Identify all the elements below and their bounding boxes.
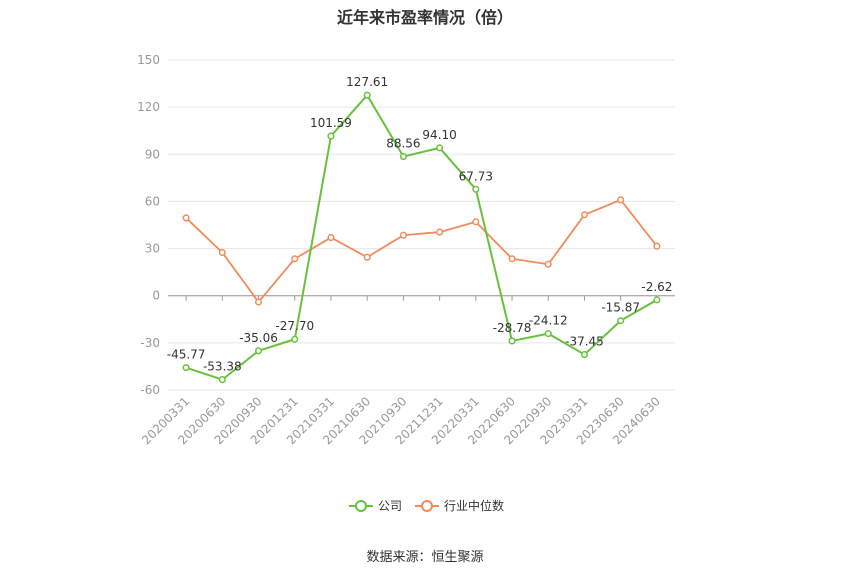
legend-marker (355, 500, 367, 512)
legend-item-industry: 行业中位数 (415, 498, 504, 513)
data-point-industry (182, 214, 190, 222)
data-point-company (653, 296, 661, 304)
data-point-industry (653, 242, 661, 250)
data-point-company (291, 335, 299, 343)
data-point-company (544, 330, 552, 338)
data-point-industry (254, 298, 263, 306)
data-point-company (508, 337, 516, 345)
y-tick-label: -60 (140, 383, 160, 397)
data-point-company (218, 376, 226, 384)
data-label: -15.87 (601, 301, 640, 315)
y-tick-label: 120 (137, 100, 160, 114)
data-point-industry (399, 231, 407, 239)
legend-item-company: 公司 (349, 499, 402, 513)
data-point-industry (508, 255, 516, 263)
data-point-company (327, 132, 335, 140)
data-label: -35.06 (239, 331, 278, 345)
data-label: 94.10 (422, 128, 456, 142)
data-label: 101.59 (310, 116, 352, 130)
data-label: 67.73 (459, 169, 493, 183)
data-label: 127.61 (346, 75, 388, 89)
legend-label: 公司 (378, 499, 402, 513)
y-tick-label: -30 (140, 336, 160, 350)
data-point-industry (472, 218, 480, 226)
data-point-industry (327, 234, 335, 242)
data-point-company (436, 144, 444, 152)
data-label: -28.78 (493, 321, 532, 335)
data-label-layer: -45.77-53.38 -35.06-27.70 101.59 127.61 88.5… (167, 75, 673, 373)
series-line-industry (185, 198, 658, 303)
data-label: -45.77 (167, 348, 206, 362)
data-point-industry (544, 260, 552, 268)
data-label: -53.38 (203, 360, 242, 374)
chart-title: 近年来市盈率情况（倍） (336, 8, 513, 27)
y-tick-label: 0 (152, 289, 160, 303)
series-layer (182, 91, 661, 384)
legend-marker (421, 500, 433, 512)
data-point-industry (363, 253, 371, 261)
data-point-company (580, 351, 589, 359)
data-point-company (182, 364, 190, 372)
data-point-industry (436, 228, 444, 236)
data-label: -24.12 (529, 314, 568, 328)
data-point-industry (580, 211, 589, 219)
data-point-company (363, 91, 371, 99)
y-tick-label: 60 (145, 194, 160, 208)
series-line-company (185, 94, 658, 381)
y-tick-label: 30 (145, 242, 160, 256)
data-point-industry (218, 248, 226, 257)
legend-label: 行业中位数 (444, 498, 504, 513)
data-label: -2.62 (641, 280, 672, 294)
legend: 公司 行业中位数 (349, 498, 504, 513)
data-point-company (617, 317, 625, 325)
y-tick-label: 150 (137, 53, 160, 67)
data-label: -27.70 (275, 319, 314, 333)
axis-layer: -60-300306090120150202003312020063020200… (137, 53, 675, 447)
data-label: 88.56 (386, 137, 420, 151)
data-point-company (254, 347, 263, 355)
data-point-company (399, 152, 407, 161)
data-point-industry (617, 196, 625, 204)
source-note: 数据来源：恒生聚源 (366, 550, 484, 565)
data-point-company (472, 185, 480, 193)
data-point-industry (291, 255, 299, 263)
y-tick-label: 90 (145, 147, 160, 161)
data-label: -37.45 (565, 335, 604, 349)
